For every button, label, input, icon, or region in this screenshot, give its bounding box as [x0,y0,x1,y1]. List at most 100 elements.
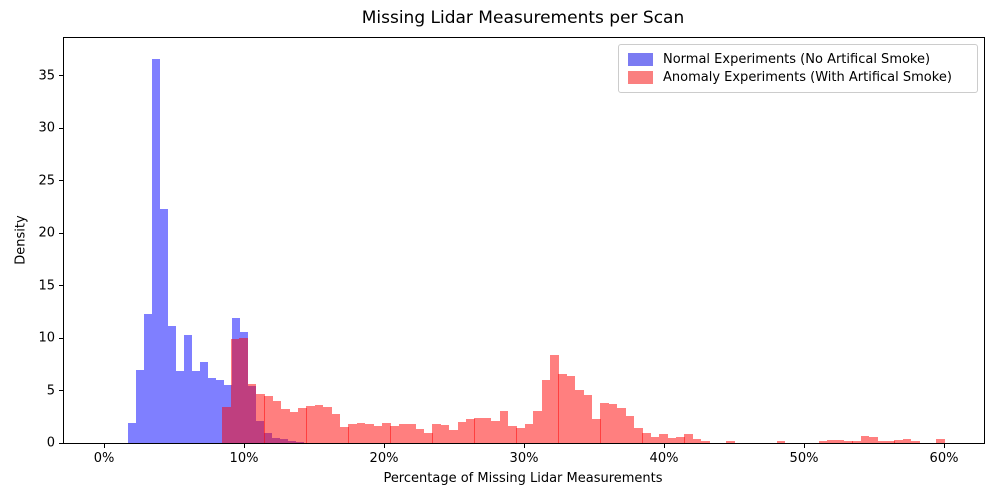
histogram-bar [591,418,601,443]
x-tick-mark [103,444,105,448]
histogram-bar [143,314,153,443]
plot-area: 0% 10% 20% 30% 40% 50% 60% 0 5 10 15 20 25 30 35 [38,37,985,466]
histogram-bar [127,423,137,443]
legend-swatch-anomaly [628,70,653,84]
histogram-bar [407,424,416,443]
histogram-bar [499,410,509,443]
histogram-bar [659,433,668,443]
histogram-bar [869,437,878,443]
histogram-bar [776,441,786,443]
histogram-bar [902,438,912,443]
y-tick-mark [59,180,63,182]
histogram-bar [239,338,248,443]
histogram-bar [818,440,828,443]
x-tick-label: 50% [789,451,819,466]
y-tick-mark [59,127,63,129]
legend-item-normal: Normal Experiments (No Artifical Smoke) [628,51,968,69]
histogram-bar [264,395,274,443]
y-tick-mark [59,442,63,444]
histogram-bar [625,415,635,443]
histogram-bar [843,440,853,443]
histogram-bar [633,428,643,443]
y-tick-label: 15 [38,278,55,294]
histogram-bar [415,429,425,443]
histogram-bar [215,380,225,443]
histogram-bar [877,440,887,443]
histogram-bar [440,425,450,443]
histogram-bar [306,406,316,443]
histogram-bar [339,427,349,443]
histogram-bar [191,370,201,443]
histogram-bar [474,417,484,443]
histogram-bar [272,401,282,443]
histogram-bar [684,433,694,443]
histogram-bar [852,440,862,443]
x-tick-mark [663,444,665,448]
histogram-bar [255,393,265,443]
x-tick-label: 60% [929,451,959,466]
histogram-bar [894,439,904,443]
histogram-bar [373,426,383,443]
x-tick-label: 30% [509,451,539,466]
legend-label-normal: Normal Experiments (No Artifical Smoke) [663,52,931,68]
histogram-bar [348,424,358,443]
histogram-bar [423,432,433,443]
x-tick-mark [523,444,525,448]
histogram-bar [507,426,517,443]
histogram-bar [390,426,400,443]
x-tick-mark [383,444,385,448]
histogram-bar [549,354,559,443]
legend-item-anomaly: Anomaly Experiments (With Artifical Smok… [628,69,968,87]
y-axis-label: Density [13,215,29,265]
histogram-bar [650,436,660,443]
histogram-bar [175,370,185,443]
histogram-bar [457,422,467,443]
histogram-bar [230,339,240,443]
histogram-bar [323,407,332,443]
histogram-bar [533,410,542,443]
y-tick-label: 30 [38,120,55,136]
histogram-bar [701,440,710,443]
histogram-bar [247,384,257,443]
histogram-bar [692,439,702,443]
histogram-bar [151,59,161,443]
histogram-bar [642,432,652,443]
histogram-bar [167,325,177,443]
histogram-bar [465,418,475,443]
histogram-bar [936,439,946,443]
series-layer-anomaly [64,38,984,443]
histogram-bar [885,440,895,443]
histogram-bar [617,408,626,443]
y-tick-mark [59,75,63,77]
legend: Normal Experiments (No Artifical Smoke) … [618,44,978,93]
histogram-bar [432,424,442,443]
histogram-bar [566,375,576,443]
legend-label-anomaly: Anomaly Experiments (With Artifical Smok… [663,69,952,85]
histogram-bar [541,380,551,443]
histogram-bar [608,404,618,443]
histogram-bar [398,424,408,443]
histogram-bar [860,436,870,443]
y-tick-label: 25 [38,173,55,189]
x-tick-label: 0% [93,451,115,466]
histogram-bar [381,423,391,443]
histogram-bar [911,440,920,443]
histogram-bar [135,369,145,443]
y-tick-mark [59,337,63,339]
y-tick-label: 5 [46,383,55,399]
y-tick-label: 0 [46,435,55,451]
x-tick-label: 20% [369,451,399,466]
histogram-bar [583,394,593,443]
histogram-bar [281,409,290,443]
histogram-bar [516,428,526,443]
histogram-bar [159,209,169,443]
histogram-bar [835,439,845,443]
histogram-bar [365,424,374,443]
x-tick-label: 10% [229,451,259,466]
histogram-bar [207,378,217,443]
histogram-bar [331,413,341,443]
histogram-bar [449,430,458,443]
histogram-bar [827,439,836,443]
histogram-bar [667,438,677,443]
